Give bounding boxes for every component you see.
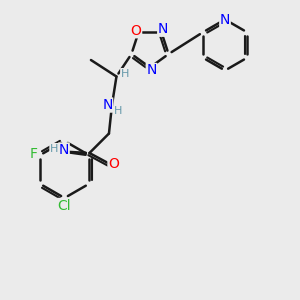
Text: N: N xyxy=(146,64,157,77)
Text: O: O xyxy=(131,24,142,38)
Text: O: O xyxy=(108,157,119,170)
Text: H: H xyxy=(121,68,129,79)
Text: N: N xyxy=(102,98,112,112)
Text: N: N xyxy=(158,22,168,36)
Text: N: N xyxy=(220,13,230,26)
Text: H: H xyxy=(50,143,58,154)
Text: F: F xyxy=(29,147,37,161)
Text: H: H xyxy=(114,106,123,116)
Text: Cl: Cl xyxy=(58,199,71,212)
Text: N: N xyxy=(59,143,69,157)
